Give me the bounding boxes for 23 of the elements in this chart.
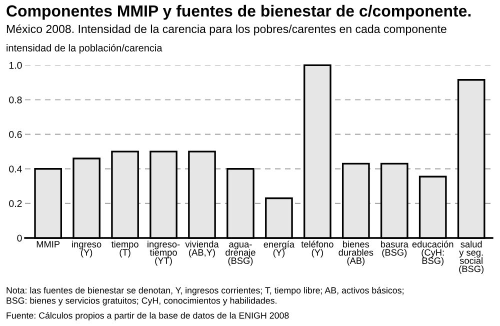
x-tick-label: bienes durables (AB)	[338, 240, 374, 266]
text: Nota: las fuentes de bienestar se denotan, Y, ingresos corrientes; T, tiempo libre; AB, activos básicos; BSG: bienes y servicios gratuitos; CyH, conocimientos y habilidades.	[6, 286, 404, 306]
y-tick-label: 0.4	[9, 166, 22, 172]
x-tick-label: salud y seg. social (BSG)	[459, 240, 484, 274]
y-axis-title: intensidad de la población/carencia	[6, 44, 162, 54]
x-tick-label: agua- drenaje (BSG)	[226, 242, 256, 266]
y-tick-label: 0	[17, 234, 22, 242]
y-tick-label: 1.0	[9, 62, 22, 69]
x-tick-label: teléfono (Y)	[301, 240, 334, 258]
source-note: Fuente: Cálculos propios a partir de la base de datos de la ENIGH 2008	[6, 312, 289, 320]
x-tick-label: ingreso- tiempo (YT)	[148, 240, 180, 266]
x-tick-label: educación (CyH: BSG)	[412, 240, 454, 266]
x-tick-label: tiempo (T)	[111, 240, 138, 258]
y-tick-label: 0.2	[9, 200, 22, 208]
y-tick-label: 0.6	[9, 131, 22, 138]
x-tick-label: MMIP	[36, 241, 60, 248]
chart-title: Componentes MMIP y fuentes de bienestar de c/componente.	[6, 4, 471, 20]
y-tick-label: 0.8	[9, 96, 22, 104]
x-tick-label: ingreso (Y)	[72, 240, 102, 258]
x-tick-label: basura (BSG)	[380, 240, 408, 258]
chart-subtitle: México 2008. Intensidad de la carencia para los pobres/carentes en cada componente	[6, 24, 446, 36]
x-tick-label: vivienda (AB,Y)	[185, 240, 219, 258]
x-tick-label: energía (Y)	[264, 240, 294, 258]
